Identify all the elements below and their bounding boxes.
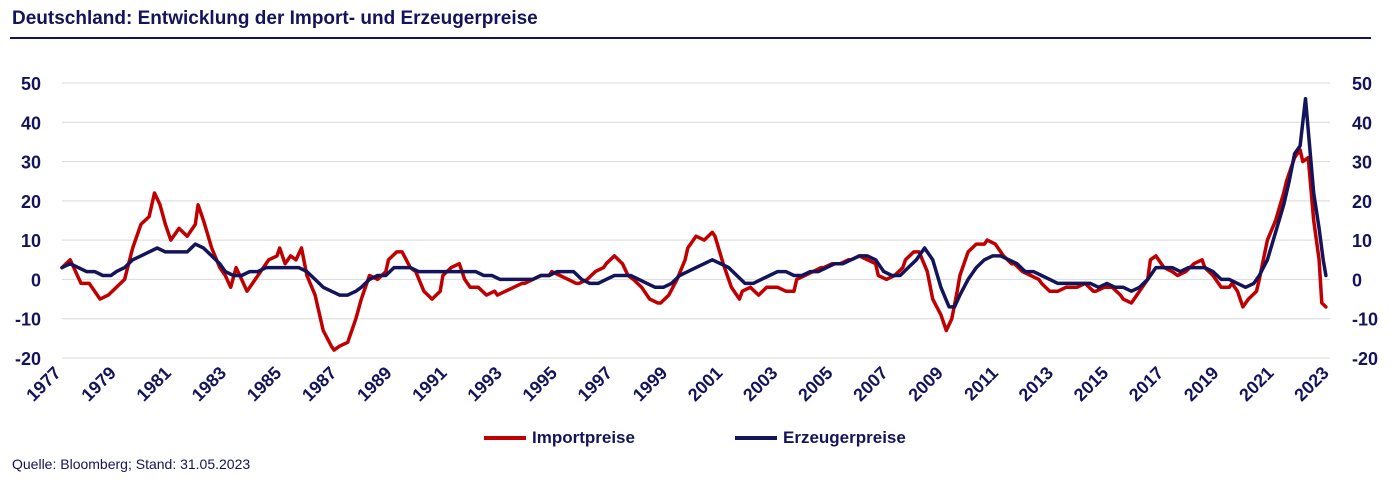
y-tick-label-left: 20 — [21, 192, 41, 212]
x-tick-label: 2005 — [794, 363, 836, 405]
y-tick-label-right: 30 — [1352, 153, 1372, 173]
x-tick-label: 1979 — [77, 363, 119, 405]
x-tick-label: 2021 — [1235, 363, 1277, 405]
gridlines — [62, 82, 1330, 359]
y-tick-label-left: 40 — [21, 113, 41, 133]
x-tick-label: 2009 — [904, 363, 946, 405]
y-tick-label-right: 40 — [1352, 113, 1372, 133]
y-tick-label-left: 50 — [21, 74, 41, 94]
legend-swatch-producer — [735, 436, 777, 440]
x-tick-label: 2017 — [1125, 363, 1167, 405]
y-tick-label-right: 0 — [1352, 270, 1362, 290]
x-tick-label: 2019 — [1180, 363, 1222, 405]
x-tick-label: 2007 — [849, 363, 891, 405]
x-tick-label: 1981 — [133, 363, 175, 405]
x-tick-label: 1999 — [629, 363, 671, 405]
x-tick-label: 1983 — [188, 363, 230, 405]
x-tick-label: 1987 — [298, 363, 340, 405]
legend-label-import: Importpreise — [532, 428, 635, 447]
x-tick-label: 1993 — [463, 363, 505, 405]
y-tick-label-left: -20 — [15, 349, 41, 369]
y-tick-label-right: 10 — [1352, 231, 1372, 251]
legend-swatch-import — [484, 436, 526, 440]
series-line-importpreise — [60, 148, 1328, 352]
y-tick-label-right: -10 — [1352, 310, 1378, 330]
title-underline — [10, 37, 1371, 39]
x-tick-label: 1977 — [22, 363, 64, 405]
x-tick-label: 2023 — [1290, 363, 1332, 405]
x-tick-label: 2001 — [684, 363, 726, 405]
x-tick-label: 1989 — [353, 363, 395, 405]
x-tick-label: 1997 — [574, 363, 616, 405]
series-line-erzeugerpreise — [60, 96, 1328, 309]
legend-item-import: Importpreise — [484, 428, 635, 448]
x-tick-label: 1985 — [243, 363, 285, 405]
series-lines — [60, 96, 1328, 352]
x-tick-label: 1991 — [408, 363, 450, 405]
y-tick-label-left: 10 — [21, 231, 41, 251]
y-axis-right: -20 -10 0 10 20 30 40 50 — [1352, 74, 1378, 369]
y-tick-label-right: -20 — [1352, 349, 1378, 369]
x-tick-label: 2015 — [1070, 363, 1112, 405]
legend: Importpreise Erzeugerpreise — [0, 428, 1400, 450]
y-tick-label-right: 20 — [1352, 192, 1372, 212]
x-axis: 1977 1979 1981 1983 1985 1987 1989 1991 1993 1995… — [22, 363, 1332, 405]
legend-label-producer: Erzeugerpreise — [783, 428, 906, 447]
y-tick-label-right: 50 — [1352, 74, 1372, 94]
line-chart: -20 -10 0 10 20 30 40 50 -20 -10 0 10 20 30 40 50 1977… — [15, 74, 1378, 405]
y-tick-label-left: 30 — [21, 153, 41, 173]
x-tick-label: 1995 — [519, 363, 561, 405]
legend-item-producer: Erzeugerpreise — [735, 428, 906, 448]
source-note: Quelle: Bloomberg; Stand: 31.05.2023 — [12, 456, 251, 472]
x-tick-label: 2003 — [739, 363, 781, 405]
x-tick-label: 2011 — [960, 363, 1002, 405]
y-tick-label-left: 0 — [31, 270, 41, 290]
x-tick-label: 2013 — [1015, 363, 1057, 405]
y-axis-left: -20 -10 0 10 20 30 40 50 — [15, 74, 41, 369]
chart-title: Deutschland: Entwicklung der Import- und… — [12, 8, 538, 29]
y-tick-label-left: -10 — [15, 310, 41, 330]
